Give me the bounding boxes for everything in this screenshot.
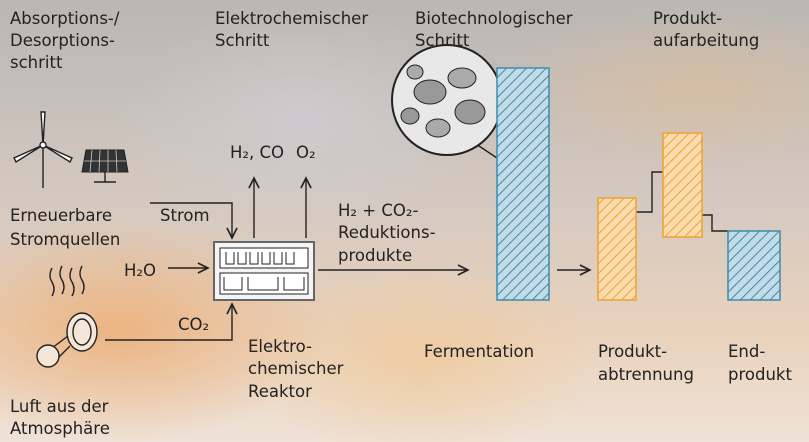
microorganism-magnifier-part bbox=[414, 80, 446, 104]
label-text: abtrennung bbox=[598, 365, 694, 384]
microorganism-magnifier-part bbox=[401, 108, 419, 124]
process-blocks bbox=[497, 68, 780, 300]
label-text: Stromquellen bbox=[10, 230, 120, 249]
label-text: End- bbox=[728, 342, 765, 361]
wind-turbine-icon bbox=[14, 112, 72, 188]
diagram: Absorptions-/ Desorptions- schritt Elekt… bbox=[0, 0, 809, 442]
label-text: Biotechnologischer bbox=[415, 9, 573, 28]
heat-waves-icon-part bbox=[80, 266, 84, 294]
label-text: Produkt- bbox=[653, 9, 722, 28]
wind-turbine-icon-part bbox=[14, 145, 43, 162]
label-text: Erneuerbare bbox=[10, 206, 112, 225]
label-text: Absorptions-/ bbox=[10, 9, 120, 28]
microorganism-magnifier-part bbox=[407, 65, 423, 79]
flow-arrows-part bbox=[702, 215, 728, 231]
stage-headers: Absorptions-/ Desorptions- schritt Elekt… bbox=[10, 9, 759, 72]
wind-turbine-icon-part bbox=[41, 112, 45, 145]
microorganism-magnifier-part bbox=[392, 45, 502, 155]
label-text: Produkt- bbox=[598, 342, 667, 361]
label-text: chemischer bbox=[248, 359, 344, 378]
flow-arrows-part bbox=[636, 172, 663, 212]
label-text: Fermentation bbox=[424, 342, 534, 361]
electrochemical-reactor-part bbox=[220, 248, 308, 268]
label-text: Reaktor bbox=[248, 382, 312, 401]
microorganism-magnifier-part bbox=[455, 100, 485, 124]
label-text: produkte bbox=[338, 246, 412, 265]
label-text: aufarbeitung bbox=[653, 31, 759, 50]
label-text: H₂ + CO₂- bbox=[338, 201, 418, 220]
label-text: Reduktions- bbox=[338, 223, 436, 242]
heat-waves-icon-part bbox=[60, 266, 64, 294]
separation-block-2 bbox=[663, 133, 702, 237]
label-text: Luft aus der bbox=[10, 397, 109, 416]
label-text: CO₂ bbox=[178, 315, 209, 334]
flow-arrows-part bbox=[105, 304, 232, 340]
label-text: schritt bbox=[10, 53, 63, 72]
fermentation-block bbox=[497, 68, 549, 300]
label-text: Schritt bbox=[215, 31, 270, 50]
electrochemical-reactor-part bbox=[220, 273, 308, 294]
label-text: Strom bbox=[160, 206, 210, 225]
heat-waves-icon-part bbox=[50, 268, 54, 296]
label-text: H₂O bbox=[124, 261, 156, 280]
label-text: O₂ bbox=[296, 143, 316, 162]
solar-panel-icon bbox=[82, 150, 128, 182]
air-capture-icon bbox=[37, 313, 97, 367]
label-text: H₂, CO bbox=[230, 143, 284, 162]
heat-waves-icon bbox=[50, 266, 84, 296]
label-text: produkt bbox=[728, 365, 792, 384]
separation-block-1 bbox=[598, 198, 636, 300]
end-product-block bbox=[728, 231, 780, 300]
electrochemical-reactor bbox=[214, 242, 314, 300]
microorganism-magnifier-part bbox=[426, 119, 450, 137]
label-text: Atmosphäre bbox=[10, 419, 110, 438]
diagram-canvas: Absorptions-/ Desorptions- schritt Elekt… bbox=[0, 0, 809, 442]
label-text: Elektrochemischer bbox=[215, 9, 368, 28]
wind-turbine-icon-part bbox=[40, 142, 46, 148]
label-text: Desorptions- bbox=[10, 31, 115, 50]
label-text: Elektro- bbox=[248, 337, 312, 356]
air-capture-icon-part bbox=[37, 345, 59, 367]
microorganism-magnifier-part bbox=[448, 68, 476, 88]
heat-waves-icon-part bbox=[70, 268, 74, 296]
wind-turbine-icon-part bbox=[43, 145, 72, 162]
